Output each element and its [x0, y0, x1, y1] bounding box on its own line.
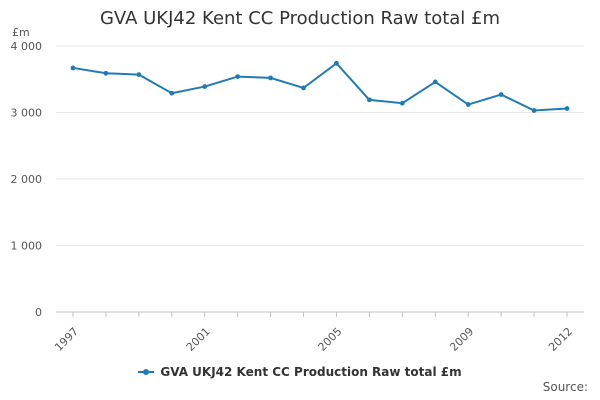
data-point[interactable]	[268, 75, 273, 81]
data-point[interactable]	[399, 100, 405, 106]
data-point[interactable]	[136, 72, 142, 77]
x-tick-marks: 1997 2001 2005 2009 2012	[52, 312, 575, 354]
x-tick-label: 2005	[316, 325, 345, 354]
legend-swatch	[138, 367, 155, 377]
legend-item[interactable]: GVA UKJ42 Kent CC Production Raw total £…	[138, 365, 462, 379]
data-point[interactable]	[432, 79, 438, 85]
data-point[interactable]	[70, 65, 76, 71]
y-tick-label: 3 000	[11, 107, 43, 120]
data-point[interactable]	[531, 108, 537, 113]
series-group	[70, 60, 570, 113]
chart-title: GVA UKJ42 Kent CC Production Raw total £…	[99, 8, 501, 29]
x-tick-label: 2012	[546, 325, 575, 354]
y-tick-label: 4 000	[11, 40, 43, 53]
legend[interactable]: GVA UKJ42 Kent CC Production Raw total £…	[0, 365, 600, 380]
source-label: Source:	[542, 380, 588, 394]
gridlines	[56, 45, 584, 313]
data-point[interactable]	[564, 106, 570, 111]
y-tick-label: 2 000	[11, 173, 43, 186]
series-line	[72, 61, 568, 112]
legend-label: GVA UKJ42 Kent CC Production Raw total £…	[160, 365, 462, 379]
data-point[interactable]	[169, 90, 175, 96]
x-tick-label: 2001	[184, 325, 213, 354]
data-point[interactable]	[103, 70, 109, 76]
data-point[interactable]	[498, 92, 504, 97]
y-tick-labels: 0 1 000 2 000 3 000 4 000	[11, 40, 43, 319]
data-point[interactable]	[367, 97, 372, 103]
y-tick-label: 1 000	[11, 240, 43, 253]
data-point[interactable]	[235, 74, 241, 79]
data-point[interactable]	[202, 84, 208, 89]
x-tick-label: 2009	[447, 325, 476, 354]
data-point[interactable]	[301, 85, 306, 91]
y-axis-unit-label: £m	[12, 26, 30, 39]
x-tick-label: 1997	[52, 325, 81, 354]
data-point[interactable]	[465, 102, 471, 107]
y-tick-label: 0	[35, 306, 42, 319]
data-point[interactable]	[334, 60, 339, 66]
